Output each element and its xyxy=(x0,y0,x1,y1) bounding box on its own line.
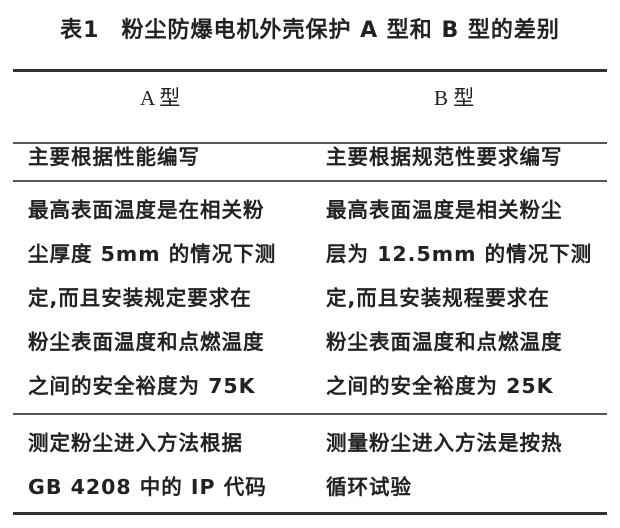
row3-b: 测量粉尘进入方法是按热 循环试验 xyxy=(326,421,563,509)
table-number: 表1 xyxy=(60,18,100,43)
row1-b: 主要根据规范性要求编写 xyxy=(326,135,563,179)
cell-line: 主要根据规范性要求编写 xyxy=(326,145,563,169)
cell-line: 循环试验 xyxy=(326,475,412,499)
top-rule xyxy=(13,69,607,72)
row2-a: 最高表面温度是在相关粉 尘厚度 5mm 的情况下测 定,而且安装规定要求在 粉尘… xyxy=(28,188,276,408)
cell-line: 尘厚度 5mm 的情况下测 xyxy=(28,242,277,266)
cell-line: 最高表面温度是相关粉尘 xyxy=(326,198,563,222)
cell-line: 之间的安全裕度为 75K xyxy=(28,374,256,398)
cell-line: 粉尘表面温度和点燃温度 xyxy=(28,330,265,354)
header-a: A 型 xyxy=(140,86,181,110)
cell-line: 定,而且安装规定要求在 xyxy=(28,286,252,310)
cell-line: 测定粉尘进入方法根据 xyxy=(28,431,243,455)
row1-rule xyxy=(13,180,607,182)
cell-line: 最高表面温度是在相关粉 xyxy=(28,198,265,222)
row1-a: 主要根据性能编写 xyxy=(28,135,200,179)
cell-line: 粉尘表面温度和点燃温度 xyxy=(326,330,563,354)
bottom-rule xyxy=(13,512,607,515)
cell-line: 定,而且安装规程要求在 xyxy=(326,286,550,310)
table-caption: 表1 粉尘防爆电机外壳保护 A 型和 B 型的差别 xyxy=(0,12,620,44)
row2-rule xyxy=(13,413,607,415)
header-b: B 型 xyxy=(434,86,475,110)
table-title: 粉尘防爆电机外壳保护 A 型和 B 型的差别 xyxy=(121,18,560,43)
row3-a: 测定粉尘进入方法根据 GB 4208 中的 IP 代码 xyxy=(28,421,267,509)
row2-b: 最高表面温度是相关粉尘 层为 12.5mm 的情况下测 定,而且安装规程要求在 … xyxy=(326,188,592,408)
cell-line: GB 4208 中的 IP 代码 xyxy=(28,475,267,499)
header-rule xyxy=(13,142,607,144)
cell-line: 层为 12.5mm 的情况下测 xyxy=(326,242,593,266)
cell-line: 之间的安全裕度为 25K xyxy=(326,374,554,398)
cell-line: 主要根据性能编写 xyxy=(28,145,200,169)
cell-line: 测量粉尘进入方法是按热 xyxy=(326,431,563,455)
